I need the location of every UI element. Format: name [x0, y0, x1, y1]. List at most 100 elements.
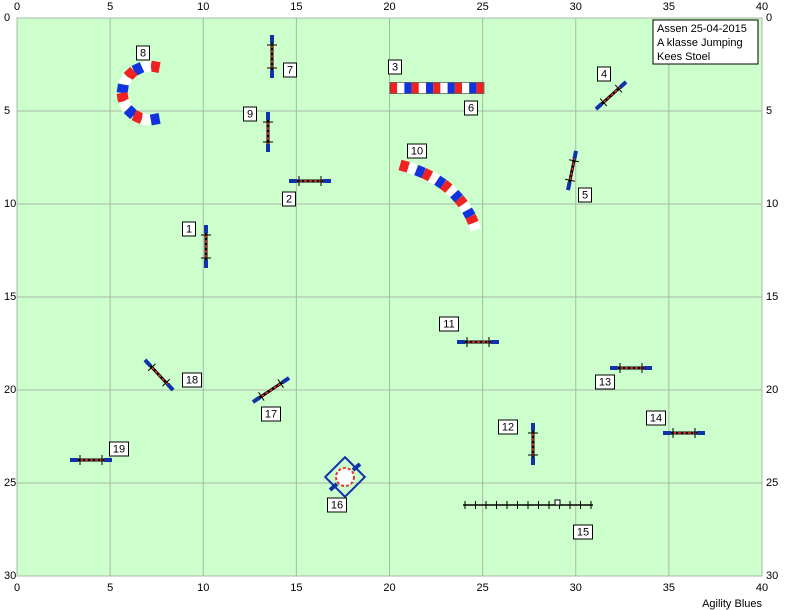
number-box: [136, 45, 150, 61]
obstacle-number: 17: [265, 408, 277, 420]
info-line: A klasse Jumping: [657, 37, 743, 49]
obstacle-number: 7: [287, 64, 293, 76]
obstacle-number: 18: [186, 374, 198, 386]
y-tick-label: 10: [766, 198, 778, 210]
jump-tick: [568, 159, 579, 163]
table-wing: [328, 482, 339, 492]
y-tick-label: 20: [766, 384, 778, 396]
number-box: [243, 106, 257, 122]
tunnel-segment: [439, 179, 453, 194]
obstacle-number: 5: [582, 189, 588, 201]
obstacle-number: 3: [392, 61, 398, 73]
tunnel-segment: [445, 184, 458, 198]
tunnel-segment: [421, 168, 434, 182]
x-tick-label: 30: [570, 1, 582, 13]
y-tick-label: 15: [766, 291, 778, 303]
jump-wing: [572, 150, 578, 160]
info-box: [652, 19, 759, 65]
y-tick-label: 15: [4, 291, 16, 303]
x-tick-label: 35: [663, 1, 675, 13]
x-tick-label: 0: [14, 582, 20, 594]
x-tick-label: 10: [197, 582, 209, 594]
jump-wing: [166, 382, 175, 392]
tunnel-segment: [454, 195, 468, 208]
obstacle-number: 1: [186, 223, 192, 235]
obstacle-number: 15: [577, 526, 589, 538]
jump-wing: [143, 358, 152, 368]
table-wing: [351, 462, 362, 472]
x-tick-label: 15: [290, 582, 302, 594]
obstacle-number: 19: [113, 443, 125, 455]
jump-tick: [258, 392, 265, 401]
tunnel-segment: [398, 159, 410, 173]
obstacle-number: 10: [411, 145, 423, 157]
obstacle-number: 9: [247, 108, 253, 120]
x-tick-label: 20: [383, 1, 395, 13]
number-box: [109, 441, 129, 457]
jump-tick: [147, 363, 156, 372]
tunnel-segment: [118, 74, 133, 88]
x-tick-label: 25: [477, 1, 489, 13]
table-ring: [335, 467, 355, 487]
number-box: [407, 143, 427, 159]
info-line: Kees Stoel: [657, 51, 710, 63]
number-box: [439, 316, 459, 332]
tunnel-segment: [427, 171, 440, 185]
y-tick-label: 5: [4, 105, 10, 117]
tunnel-outline: [389, 82, 485, 94]
jump-tick: [277, 379, 284, 388]
obstacle-number: 2: [286, 193, 292, 205]
x-tick-label: 10: [197, 1, 209, 13]
obstacle-number: 4: [601, 68, 607, 80]
x-tick-label: 0: [14, 1, 20, 13]
jump-wing: [251, 395, 261, 404]
obstacle-number: 8: [140, 47, 146, 59]
obstacle-number: 11: [443, 318, 454, 330]
jump-wing: [281, 376, 291, 385]
jump-wing: [594, 102, 604, 111]
number-box: [261, 406, 281, 422]
number-box: [595, 374, 615, 390]
tunnel-segment: [462, 207, 476, 220]
tunnel-segment: [116, 83, 129, 94]
obstacle-number: 16: [331, 499, 343, 511]
tunnel-segment: [434, 175, 447, 189]
tunnel-segment: [149, 60, 161, 74]
jump-tick: [599, 98, 608, 107]
obstacle-number: 6: [468, 102, 474, 114]
number-box: [182, 221, 196, 237]
info-line: Assen 25-04-2015: [657, 23, 747, 35]
x-tick-label: 5: [107, 1, 113, 13]
weave-mark: [554, 499, 561, 506]
jump-tick: [614, 84, 623, 93]
x-tick-label: 25: [477, 582, 489, 594]
number-box: [282, 191, 296, 207]
x-tick-label: 5: [107, 582, 113, 594]
number-box: [283, 62, 297, 78]
tunnel-segment: [458, 201, 472, 214]
tunnel-segment: [131, 110, 145, 124]
number-box: [597, 66, 611, 82]
tunnel-segment: [406, 162, 419, 176]
number-box: [327, 497, 347, 513]
tunnel-segment: [118, 98, 133, 112]
jump-tick: [565, 178, 576, 182]
y-tick-label: 25: [766, 477, 778, 489]
tunnel-segment: [141, 60, 152, 73]
y-tick-label: 25: [4, 477, 16, 489]
jump-wing: [566, 181, 572, 191]
obstacle-number: 14: [650, 412, 662, 424]
x-tick-label: 20: [383, 582, 395, 594]
tunnel-segment: [116, 92, 129, 103]
number-box: [573, 524, 593, 540]
y-tick-label: 0: [4, 12, 10, 24]
jump-wing: [618, 80, 628, 89]
x-tick-label: 35: [663, 582, 675, 594]
tunnel-segment: [468, 221, 482, 232]
x-tick-label: 30: [570, 582, 582, 594]
y-tick-label: 10: [4, 198, 16, 210]
tunnel-segment: [123, 66, 138, 81]
